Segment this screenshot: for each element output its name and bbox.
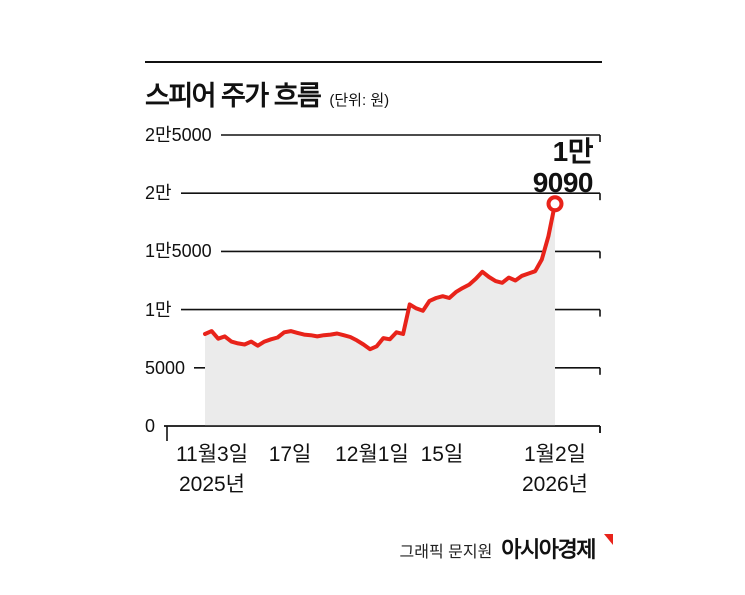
end-value-annotation: 1만 9090 — [532, 136, 594, 199]
top-rule — [145, 61, 602, 63]
x-axis-label: 1월2일 — [524, 443, 586, 466]
y-axis-label: 2만 — [145, 183, 172, 204]
chart-title-row: 스피어 주가 흐름 (단위: 원) — [145, 74, 389, 113]
brand-logo: 아시아경제 — [501, 537, 596, 562]
x-axis-year-label: 2026년 — [521, 473, 589, 496]
chart-unit-label: (단위: 원) — [329, 92, 390, 109]
x-axis-label: 11월3일 — [175, 443, 249, 466]
x-axis-year-label: 2025년 — [178, 473, 246, 496]
credit-text: 그래픽 문지원 — [399, 544, 493, 561]
y-axis-label: 0 — [145, 416, 156, 436]
x-axis-label: 17일 — [268, 443, 312, 466]
y-axis-label: 1만 — [145, 299, 172, 320]
brand-flag-icon — [604, 534, 613, 545]
x-axis-label: 12월1일 — [335, 443, 409, 466]
y-axis-label: 2만5000 — [145, 125, 212, 145]
end-value-line2: 9090 — [532, 167, 594, 199]
x-axis-label: 15일 — [420, 443, 464, 466]
credit-line: 그래픽 문지원 아시아경제 — [400, 532, 613, 564]
area-fill — [205, 203, 555, 426]
price-line — [203, 201, 557, 352]
chart-title: 스피어 주가 흐름 — [145, 81, 322, 111]
y-axis-label: 1만5000 — [145, 241, 212, 262]
end-marker — [546, 195, 564, 213]
end-value-line1: 1만 — [552, 136, 594, 167]
y-axis-label: 5000 — [145, 357, 186, 378]
